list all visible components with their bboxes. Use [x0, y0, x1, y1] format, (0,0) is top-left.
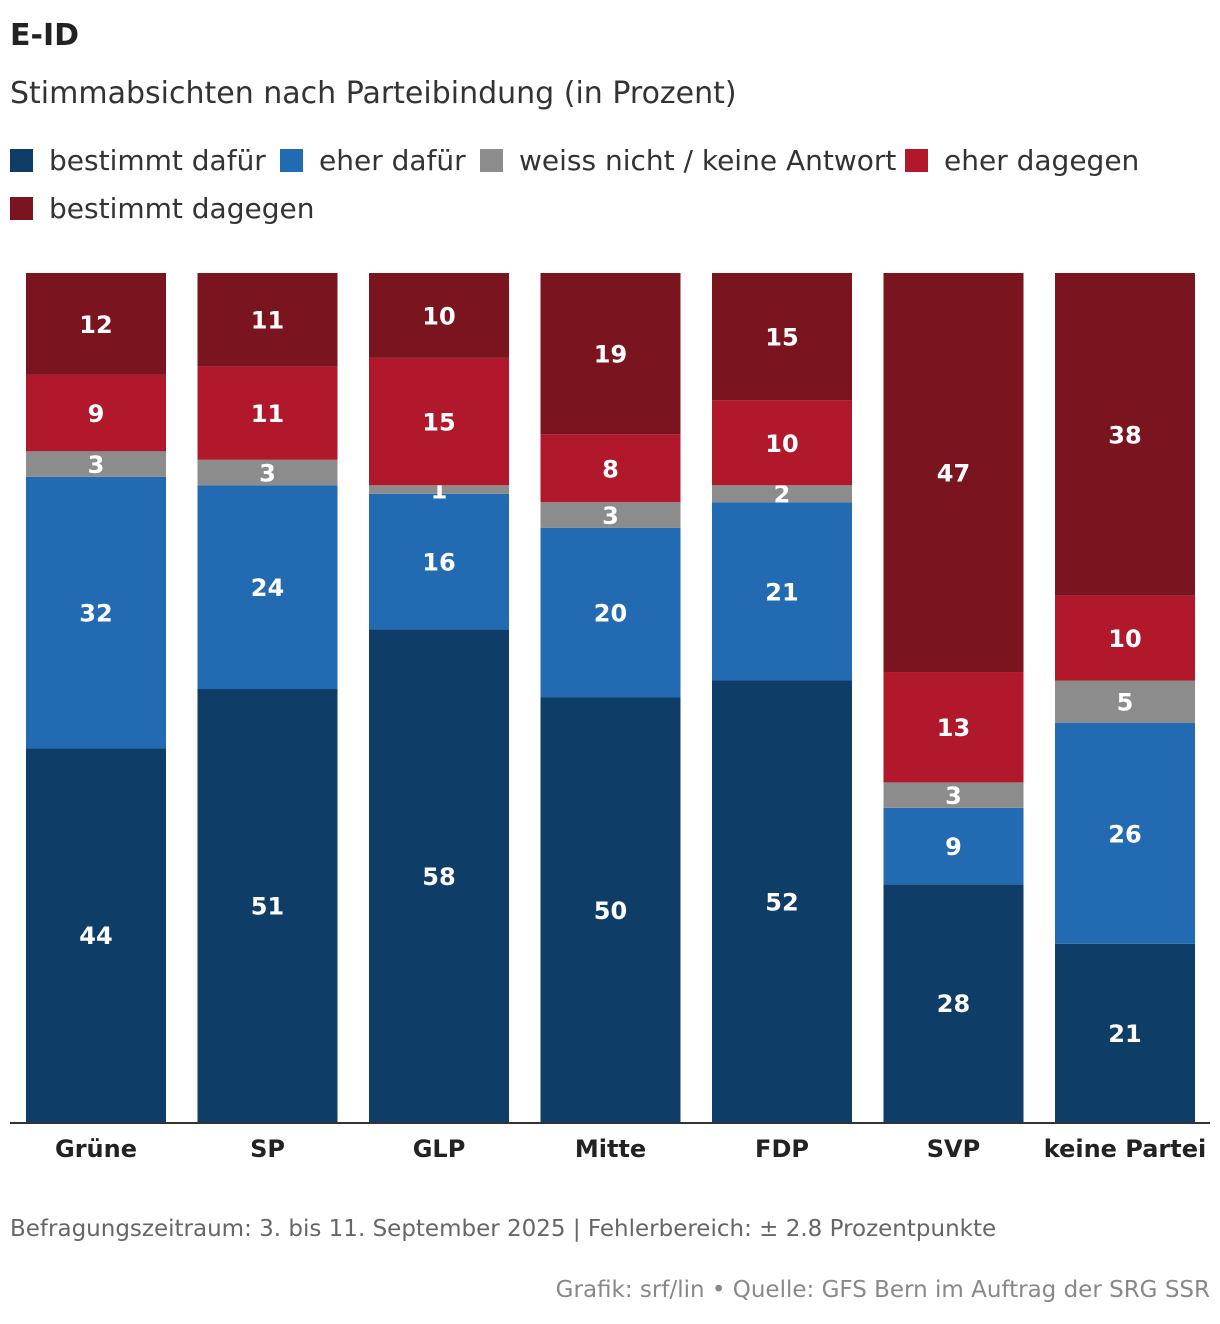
data-label: 12 — [79, 311, 112, 339]
data-label: 16 — [422, 549, 455, 577]
data-label: 51 — [251, 893, 284, 921]
data-label: 21 — [1108, 1020, 1141, 1048]
data-label: 52 — [765, 888, 798, 916]
source-credit: Grafik: srf/lin • Quelle: GFS Bern im Au… — [556, 1277, 1210, 1303]
data-label: 8 — [602, 455, 619, 483]
data-label: 5 — [1117, 689, 1134, 717]
x-tick-label: Mitte — [575, 1135, 646, 1163]
data-label: 3 — [945, 782, 962, 810]
data-label: 20 — [594, 600, 627, 628]
data-label: 10 — [765, 430, 798, 458]
x-tick-label: keine Partei — [1044, 1135, 1207, 1163]
x-tick-label: FDP — [755, 1135, 809, 1163]
data-label: 3 — [259, 460, 276, 488]
data-label: 26 — [1108, 820, 1141, 848]
data-label: 28 — [937, 990, 970, 1018]
data-label: 3 — [88, 451, 105, 479]
data-label: 10 — [422, 302, 455, 330]
data-label: 44 — [79, 922, 112, 950]
data-label: 11 — [251, 400, 284, 428]
data-label: 15 — [765, 324, 798, 352]
data-label: 3 — [602, 502, 619, 530]
survey-note: Befragungszeitraum: 3. bis 11. September… — [10, 1216, 996, 1242]
data-label: 19 — [594, 341, 627, 369]
data-label: 32 — [79, 600, 112, 628]
data-label: 15 — [422, 409, 455, 437]
data-label: 47 — [937, 460, 970, 488]
data-label: 9 — [945, 833, 962, 861]
x-tick-label: SP — [250, 1135, 285, 1163]
data-label: 9 — [88, 400, 105, 428]
data-label: 21 — [765, 578, 798, 606]
data-label: 11 — [251, 307, 284, 335]
data-label: 13 — [937, 714, 970, 742]
data-label: 58 — [422, 863, 455, 891]
x-tick-label: GLP — [413, 1135, 466, 1163]
stacked-bar-chart: 44323912Grüne512431111SP581611510GLP5020… — [0, 0, 1220, 1200]
x-tick-label: SVP — [927, 1135, 980, 1163]
x-tick-label: Grüne — [55, 1135, 137, 1163]
data-label: 38 — [1108, 421, 1141, 449]
data-label: 10 — [1108, 625, 1141, 653]
data-label: 24 — [251, 574, 284, 602]
data-label: 50 — [594, 897, 627, 925]
